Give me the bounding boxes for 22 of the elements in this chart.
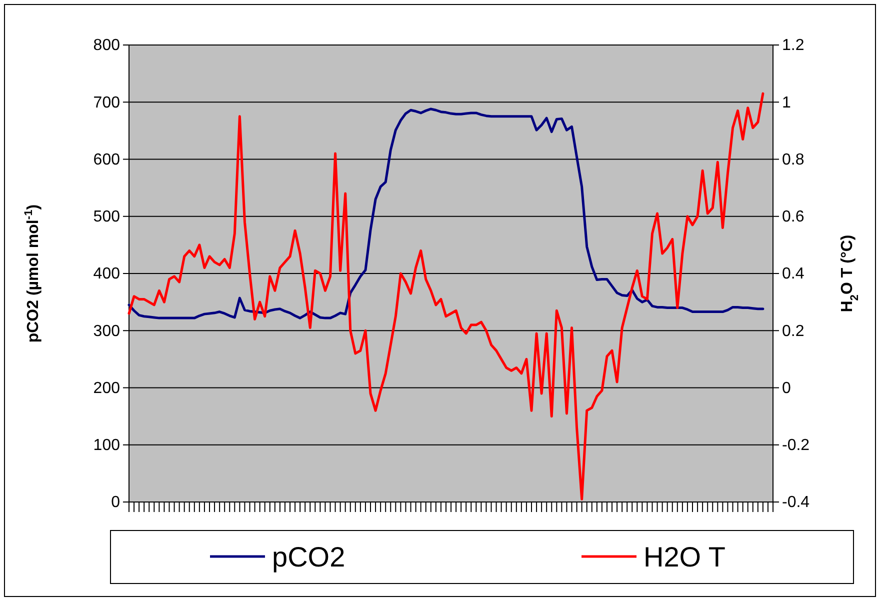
y2-tick-label: 1 [782,94,791,112]
y-tick-label: 200 [93,380,120,397]
y-tick-label: 0 [111,494,120,512]
y-tick-label: 400 [93,266,120,283]
line-series [128,92,764,500]
y2-tick-label: 0 [782,380,791,397]
y-tick-label: 500 [93,208,120,226]
y-tick-label: 100 [93,436,120,454]
y2-tick-label: 0.6 [782,208,804,226]
y2-tick-label: 0.8 [782,151,804,168]
line-series [128,108,764,320]
y2-tick-label: -0.4 [782,494,810,512]
y-tick-label: 300 [93,322,120,340]
legend-label: H2O T [644,542,726,572]
y-tick-label: 800 [93,37,120,54]
y2-tick-label: -0.2 [782,436,810,454]
y-tick-label: 700 [93,94,120,112]
y2-tick-label: 0.2 [782,322,804,340]
y2-tick-label: 0.4 [782,266,804,283]
legend-label: pCO2 [272,542,346,572]
y-tick-label: 600 [93,151,120,168]
y2-tick-label: 1.2 [782,37,804,54]
